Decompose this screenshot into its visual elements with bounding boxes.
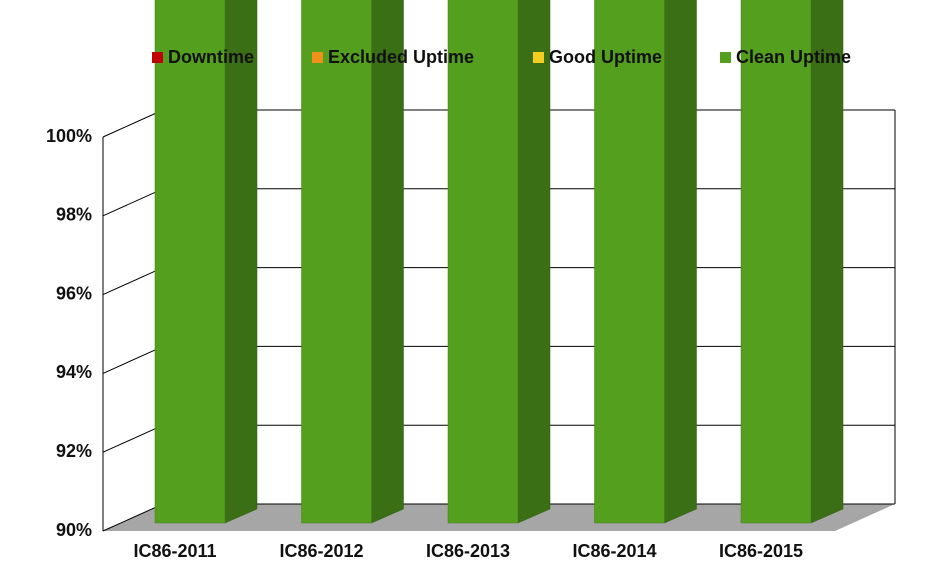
y-tick-label: 100% (46, 126, 92, 146)
grid-line (102, 109, 164, 138)
y-tick-label: 90% (56, 520, 92, 540)
y-tick-label: 96% (56, 283, 92, 303)
bar-face (517, 0, 551, 524)
bar-face (447, 0, 519, 524)
grid-line (102, 503, 164, 532)
legend-swatch (720, 52, 731, 63)
bar-segment (740, 0, 844, 524)
legend-label: Good Uptime (549, 47, 662, 67)
bar-face (224, 0, 258, 524)
bar-face (810, 0, 844, 524)
legend-label: Excluded Uptime (328, 47, 474, 67)
bar-segment (594, 0, 697, 524)
bar-segment (301, 0, 404, 524)
legend-label: Clean Uptime (736, 47, 851, 67)
bar-face (664, 0, 697, 524)
bar-face (154, 0, 226, 524)
legend-label: Downtime (168, 47, 254, 67)
legend-swatch (312, 52, 323, 63)
bar-segment (154, 0, 258, 524)
grid-line (102, 424, 164, 453)
x-tick-label: IC86-2015 (719, 541, 803, 561)
x-tick-label: IC86-2013 (426, 541, 510, 561)
bar-segment (447, 0, 551, 524)
legend-swatch (533, 52, 544, 63)
bar-face (740, 0, 812, 524)
y-tick-label: 98% (56, 205, 92, 225)
y-tick-label: 92% (56, 441, 92, 461)
x-tick-label: IC86-2014 (572, 541, 656, 561)
x-tick-label: IC86-2012 (279, 541, 363, 561)
legend-swatch (152, 52, 163, 63)
grid-line (102, 267, 164, 296)
x-tick-label: IC86-2011 (133, 541, 216, 561)
grid-line (102, 188, 164, 217)
bar-face (301, 0, 372, 524)
bar-face (594, 0, 665, 524)
grid-line (102, 345, 164, 374)
bar-face (371, 0, 404, 524)
y-tick-label: 94% (56, 362, 92, 382)
